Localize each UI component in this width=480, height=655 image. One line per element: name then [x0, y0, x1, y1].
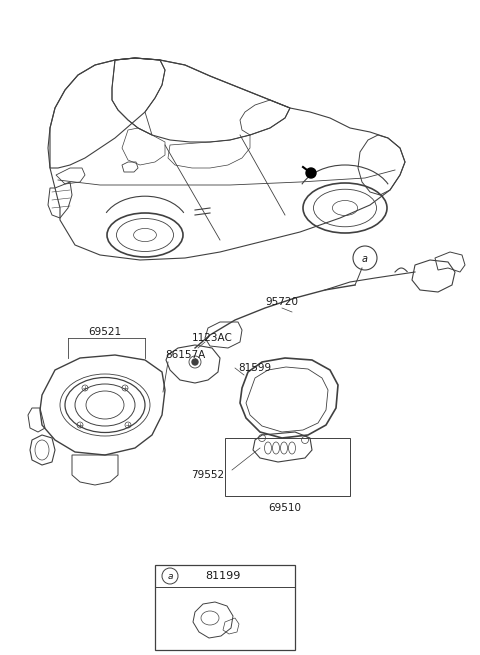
- Text: 81599: 81599: [239, 363, 272, 373]
- Text: 69521: 69521: [88, 327, 121, 337]
- Bar: [155, 565, 295, 650]
- Text: 1123AC: 1123AC: [192, 333, 232, 343]
- Text: a: a: [167, 572, 173, 581]
- Text: a: a: [362, 254, 368, 264]
- Text: 81199: 81199: [205, 571, 240, 581]
- Text: 79552: 79552: [192, 470, 225, 480]
- Text: 69510: 69510: [268, 503, 301, 513]
- Text: 95720: 95720: [265, 297, 299, 307]
- Text: 86157A: 86157A: [165, 350, 205, 360]
- Circle shape: [306, 168, 316, 178]
- Bar: [225, 438, 350, 496]
- Circle shape: [192, 359, 198, 365]
